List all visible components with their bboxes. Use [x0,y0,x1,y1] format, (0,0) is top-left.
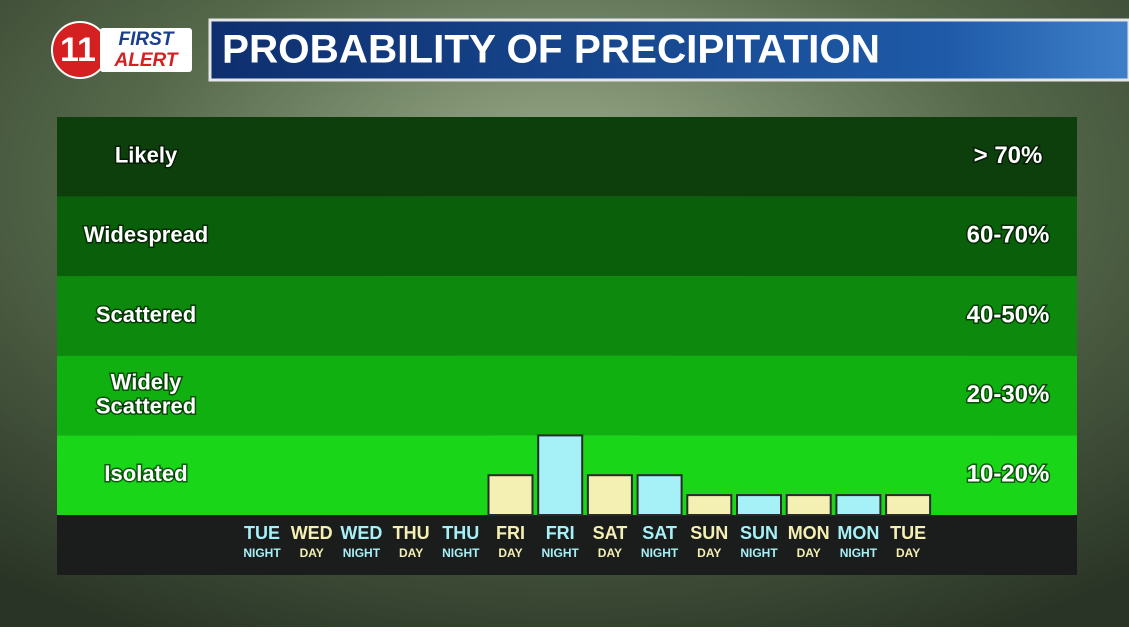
x-tick-day: FRI [496,523,525,543]
axis-strip [57,515,1077,575]
x-tick-day: SAT [642,523,677,543]
band-range: 10-20% [967,461,1050,488]
x-tick-period: NIGHT [343,546,381,560]
x-tick-period: NIGHT [740,546,778,560]
title-bar [208,18,1129,82]
logo-line2: ALERT [114,50,179,71]
bar [636,474,683,517]
logo-line1: FIRST [119,29,175,50]
bar [487,474,534,517]
x-tick-day: SUN [690,523,728,543]
x-tick-day: THU [442,523,479,543]
band-label: Likely [115,143,178,168]
logo-box [100,28,192,72]
x-tick-day: THU [393,523,430,543]
x-tick-day: WED [291,523,333,543]
x-tick-period: NIGHT [442,546,480,560]
x-tick-period: DAY [797,546,821,560]
x-tick-period: NIGHT [840,546,878,560]
x-tick-period: NIGHT [243,546,281,560]
x-tick-day: TUE [244,523,280,543]
x-tick-period: DAY [498,546,522,560]
x-tick-period: DAY [697,546,721,560]
band [57,355,1077,436]
bar [686,494,733,517]
x-tick-period: NIGHT [542,546,580,560]
band-range: > 70% [974,142,1043,169]
x-tick-period: DAY [399,546,423,560]
band [57,196,1077,277]
band-label: Widely Scattered [96,369,196,418]
bar [835,494,882,517]
x-tick-day: TUE [890,523,926,543]
band-range: 20-30% [967,381,1050,408]
logo-number: 11 [60,31,96,69]
band-label: Scattered [96,302,196,327]
x-tick-period: DAY [896,546,920,560]
x-tick-day: FRI [546,523,575,543]
x-tick-period: DAY [300,546,324,560]
x-tick-period: DAY [598,546,622,560]
bar [586,474,633,517]
bar [885,494,932,517]
chart-title: PROBABILITY OF PRECIPITATION [222,28,880,72]
band-range: 60-70% [967,222,1050,249]
plot: Likely > 70% Widespread 60-70% Scattered 40-5… [57,117,1077,575]
band [57,276,1077,356]
band-range: 40-50% [967,301,1050,328]
x-tick-day: WED [340,523,382,543]
bar [785,494,832,517]
logo: 11 FIRST ALERT [51,21,192,79]
x-tick-day: MON [837,523,879,543]
bar [537,434,584,516]
x-tick-day: SAT [593,523,628,543]
band-label: Widespread [84,222,209,247]
band-label: Isolated [104,461,187,486]
x-tick-period: NIGHT [641,546,679,560]
bar [736,494,782,517]
x-tick-day: SUN [740,523,778,543]
x-tick-day: MON [788,523,830,543]
band [57,117,1077,197]
